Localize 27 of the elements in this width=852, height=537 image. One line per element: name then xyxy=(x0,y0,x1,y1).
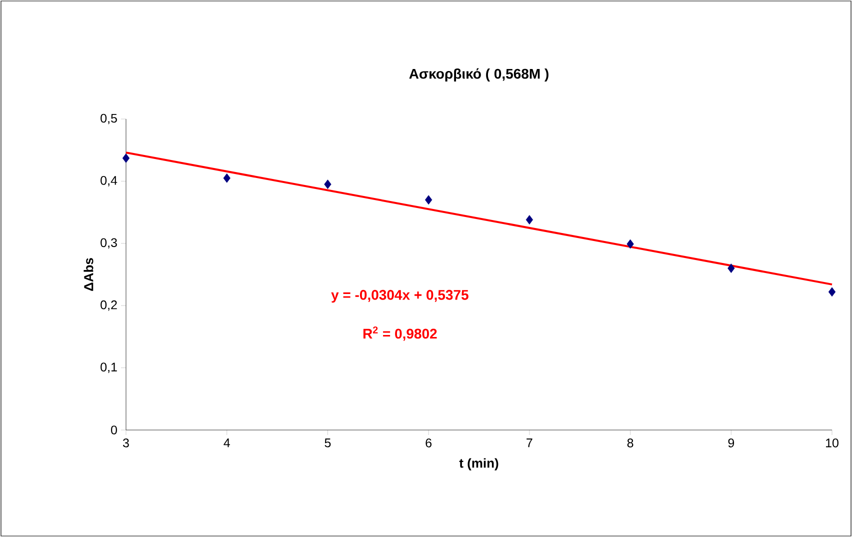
x-axis-title: t (min) xyxy=(459,458,498,470)
annotation: y = -0,0304x + 0,5375 xyxy=(331,290,468,303)
x-tick-label: 6 xyxy=(426,438,432,448)
x-tick-label: 5 xyxy=(324,438,331,448)
x-tick-label: 7 xyxy=(526,438,532,448)
point xyxy=(626,239,634,249)
y-tick-label: 0,2 xyxy=(100,300,117,311)
y-axis-title: ΔAbs xyxy=(84,258,94,291)
point xyxy=(728,264,735,273)
point xyxy=(223,173,230,183)
y-tick-label: 0,1 xyxy=(100,362,117,373)
y-tick-label: 0 xyxy=(111,426,117,434)
y-tick-label: 0,5 xyxy=(100,114,117,124)
x-tick-label: 10 xyxy=(826,438,838,448)
y-tick-label: 0,4 xyxy=(100,176,118,186)
x-tick-label: 9 xyxy=(728,438,734,448)
point xyxy=(526,215,534,224)
y-tick-label: 0,3 xyxy=(100,238,117,249)
point xyxy=(828,287,836,297)
point xyxy=(425,195,432,205)
point xyxy=(122,153,130,163)
annotation: R$^{2}$ = 0,9802 xyxy=(363,326,437,341)
point xyxy=(324,180,332,190)
chart-title: Ασκορβικό ( 0,568M ) xyxy=(409,68,548,82)
x-tick-label: 4 xyxy=(224,438,230,448)
x-tick-label: 8 xyxy=(627,438,634,448)
x-tick-label: 3 xyxy=(122,438,129,448)
